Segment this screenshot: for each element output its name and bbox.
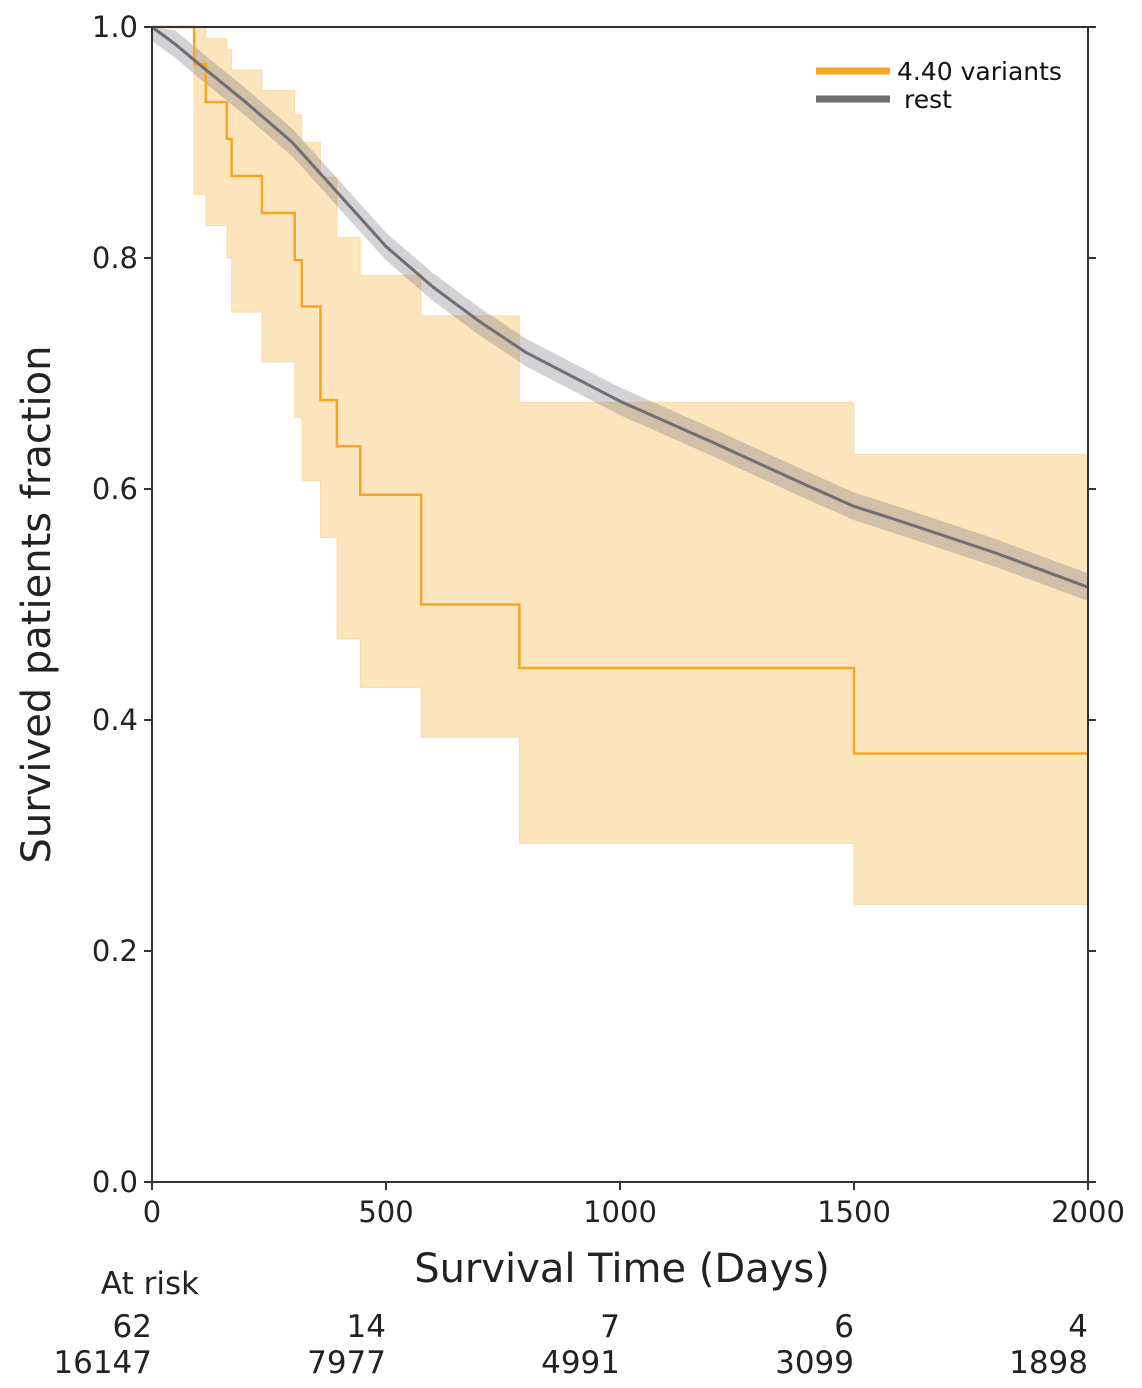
y-tick-label: 0.6: [92, 472, 138, 506]
x-tick-label: 2000: [1051, 1195, 1125, 1229]
survival-curves: [151, 25, 1089, 755]
y-axis-label: Survived patients fraction: [14, 346, 60, 864]
at-risk-value: 4: [1068, 1309, 1088, 1345]
at-risk-value: 4991: [541, 1345, 620, 1381]
x-axis-ticks: 0 500 1000 1500 2000: [143, 1182, 1125, 1229]
x-axis-label: Survival Time (Days): [414, 1246, 830, 1292]
at-risk-title: At risk: [101, 1266, 199, 1302]
at-risk-table: At risk 62 14 7 6 4 16147 7977 4991 3099 1898: [53, 1266, 1088, 1381]
at-risk-value: 6: [834, 1309, 854, 1345]
at-risk-value: 16147: [53, 1345, 152, 1381]
at-risk-value: 3099: [775, 1345, 854, 1381]
x-tick-label: 1500: [817, 1195, 891, 1229]
y-tick-label: 0.4: [92, 703, 138, 737]
y-axis-ticks: 0.0 0.2 0.4 0.6 0.8 1.0: [92, 10, 1096, 1199]
legend-label-1: rest: [904, 85, 952, 114]
at-risk-value: 7977: [307, 1345, 386, 1381]
at-risk-value: 1898: [1009, 1345, 1088, 1381]
y-tick-label: 0.2: [92, 934, 138, 968]
ci-band-1: [152, 27, 1088, 602]
x-tick-label: 500: [358, 1195, 413, 1229]
at-risk-value: 14: [347, 1309, 386, 1345]
legend-label-0: 4.40 variants: [897, 57, 1062, 86]
confidence-bands: [152, 26, 1089, 988]
at-risk-value: 62: [113, 1309, 152, 1345]
ci-band-0: [152, 26, 1089, 988]
y-tick-label: 0.8: [92, 241, 138, 275]
x-tick-label: 1000: [583, 1195, 657, 1229]
survival-line-1: [151, 25, 1089, 589]
x-tick-label: 0: [143, 1195, 161, 1229]
at-risk-value: 7: [600, 1309, 620, 1345]
y-tick-label: 0.0: [92, 1165, 138, 1199]
survival-line-0: [152, 25, 1088, 755]
y-tick-label: 1.0: [92, 10, 138, 44]
